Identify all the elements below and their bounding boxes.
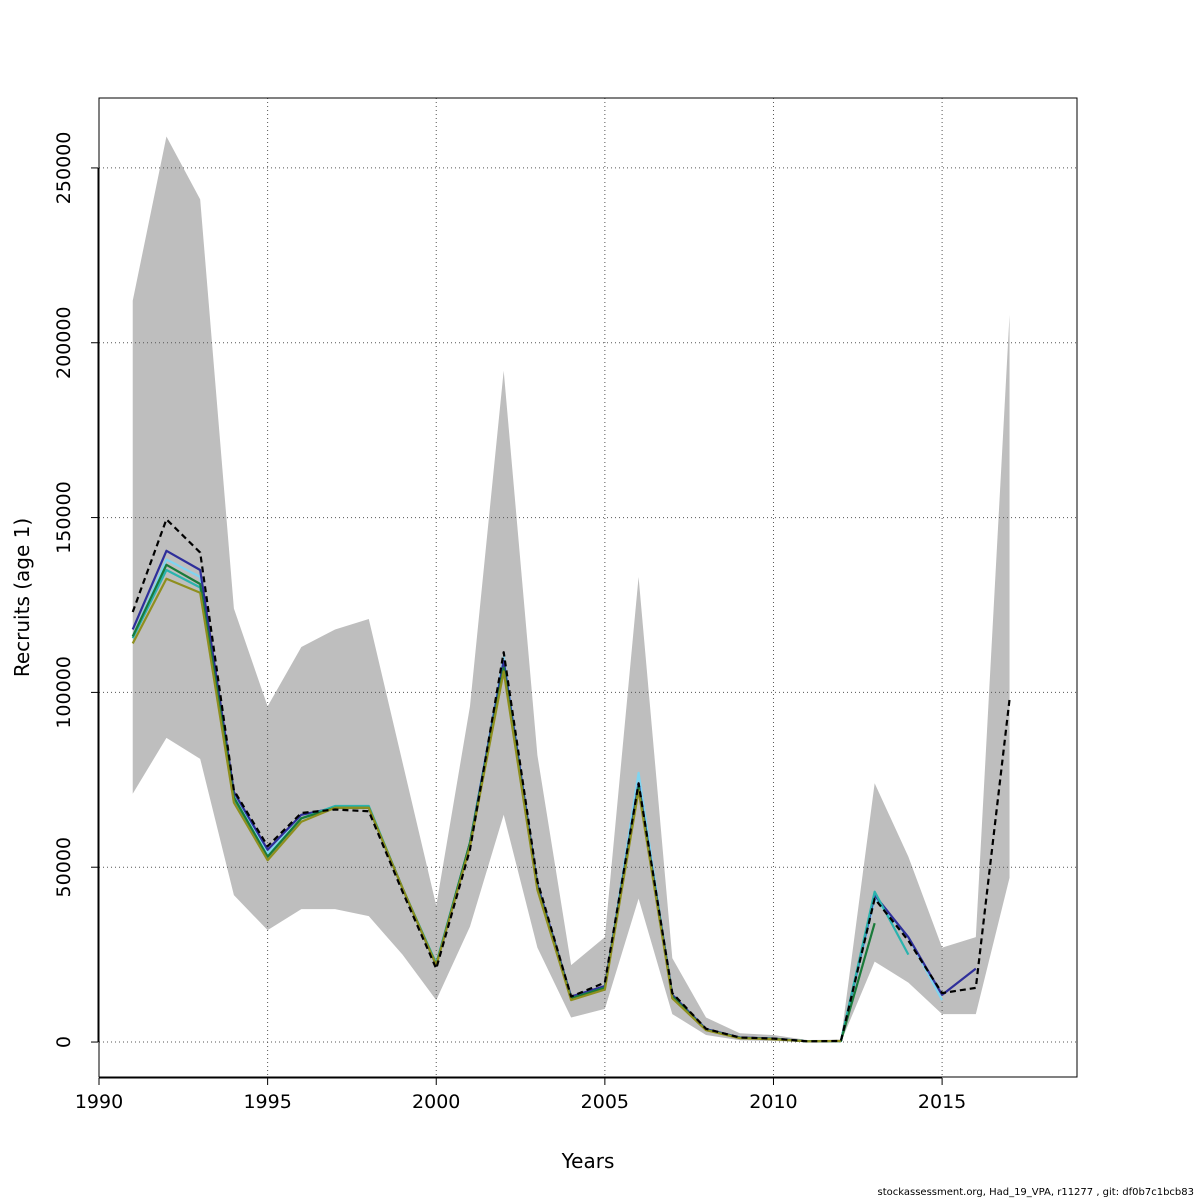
x-tick-label: 1995 (243, 1091, 291, 1113)
axis-layer: 1990 1995 2000 2005 2010 2015 0 50000 100000 1500… (53, 132, 966, 1113)
x-tick-label: 2000 (412, 1091, 460, 1113)
x-tick-label: 2015 (918, 1091, 966, 1113)
x-tick-label: 2010 (749, 1091, 797, 1113)
series-line-dashed (131, 518, 1011, 1043)
plot-frame (98, 97, 1078, 1078)
series-layer (131, 518, 1011, 1043)
y-tick-label: 250000 (53, 132, 75, 205)
x-axis-title: Years (561, 1149, 615, 1173)
y-tick-label: 200000 (53, 306, 75, 379)
y-tick-label: 0 (53, 1036, 75, 1048)
x-tick-label: 1990 (75, 1091, 123, 1113)
y-tick-label: 100000 (53, 656, 75, 729)
y-tick-label: 50000 (53, 837, 75, 897)
y-axis-title: Recruits (age 1) (10, 518, 34, 677)
grid-layer (98, 98, 1077, 1077)
confidence-band (132, 136, 1010, 1043)
confidence-band-layer (132, 136, 1010, 1043)
x-tick-label: 2005 (581, 1091, 629, 1113)
y-tick-label: 150000 (53, 481, 75, 554)
footer-credit: stockassessment.org, Had_19_VPA, r11277 … (877, 1187, 1195, 1198)
